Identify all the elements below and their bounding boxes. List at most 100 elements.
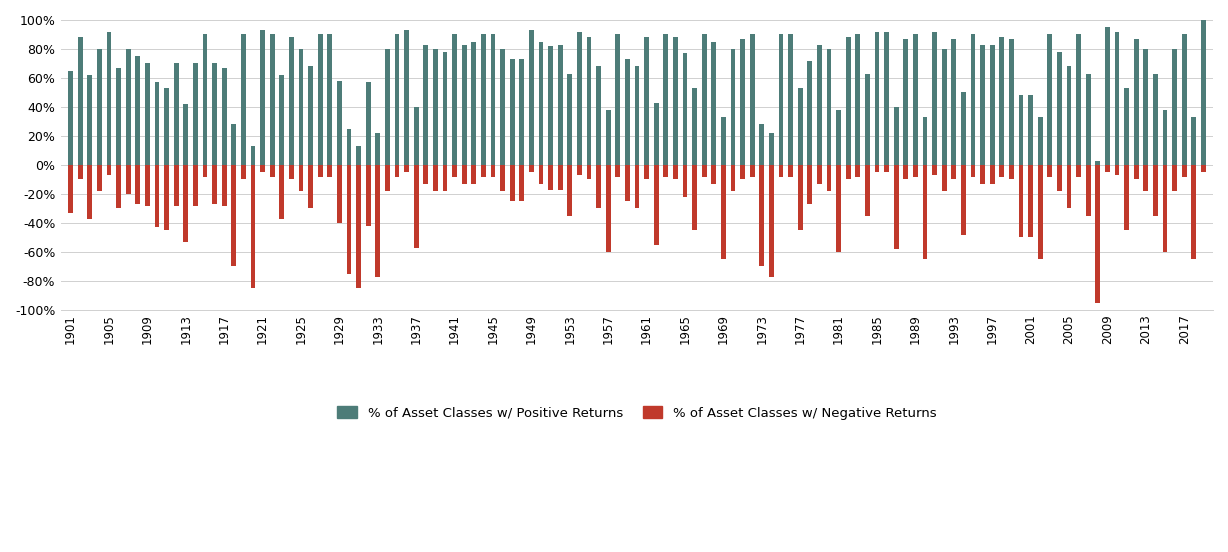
Bar	[673, 38, 678, 165]
Bar	[1067, 66, 1071, 165]
Bar	[241, 165, 246, 179]
Bar	[117, 165, 120, 209]
Bar	[1095, 161, 1100, 165]
Bar	[173, 63, 178, 165]
Bar	[663, 34, 668, 165]
Bar	[135, 56, 140, 165]
Bar	[1201, 165, 1206, 172]
Bar	[759, 124, 764, 165]
Bar	[183, 165, 188, 242]
Bar	[874, 31, 879, 165]
Bar	[394, 165, 399, 177]
Bar	[77, 165, 82, 179]
Bar	[452, 165, 457, 177]
Bar	[548, 165, 553, 189]
Bar	[510, 165, 515, 201]
Bar	[308, 165, 313, 209]
Bar	[759, 165, 764, 267]
Bar	[424, 45, 429, 165]
Bar	[251, 146, 255, 165]
Bar	[1115, 31, 1120, 165]
Bar	[721, 117, 726, 165]
Bar	[462, 45, 467, 165]
Bar	[1076, 34, 1081, 165]
Bar	[865, 73, 869, 165]
Bar	[683, 165, 688, 197]
Bar	[826, 165, 831, 191]
Bar	[452, 34, 457, 165]
Bar	[1173, 49, 1176, 165]
Bar	[308, 66, 313, 165]
Bar	[1095, 165, 1100, 302]
Bar	[472, 42, 476, 165]
Bar	[384, 165, 389, 191]
Bar	[769, 133, 774, 165]
Bar	[1133, 39, 1138, 165]
Bar	[779, 34, 783, 165]
Bar	[615, 34, 620, 165]
Bar	[231, 165, 236, 267]
Bar	[97, 49, 102, 165]
Bar	[635, 165, 640, 209]
Bar	[328, 165, 332, 177]
Bar	[1018, 95, 1023, 165]
Bar	[539, 165, 543, 184]
Bar	[615, 165, 620, 177]
Bar	[1018, 165, 1023, 237]
Bar	[270, 34, 275, 165]
Bar	[318, 34, 323, 165]
Bar	[912, 165, 917, 177]
Bar	[932, 31, 937, 165]
Bar	[731, 49, 736, 165]
Bar	[645, 165, 648, 179]
Bar	[605, 110, 610, 165]
Bar	[1000, 165, 1005, 177]
Bar	[798, 88, 803, 165]
Bar	[1105, 27, 1110, 165]
Bar	[577, 165, 582, 175]
Bar	[404, 30, 409, 165]
Bar	[1086, 73, 1090, 165]
Bar	[1143, 165, 1148, 191]
Bar	[414, 107, 419, 165]
Bar	[298, 49, 303, 165]
Bar	[904, 165, 909, 179]
Bar	[625, 59, 630, 165]
Bar	[1115, 165, 1120, 175]
Bar	[596, 165, 600, 209]
Bar	[231, 124, 236, 165]
Bar	[731, 165, 736, 191]
Bar	[1038, 165, 1043, 259]
Bar	[336, 165, 341, 223]
Bar	[472, 165, 476, 184]
Bar	[500, 165, 505, 191]
Bar	[817, 45, 822, 165]
Bar	[596, 66, 600, 165]
Bar	[894, 107, 899, 165]
Bar	[68, 165, 72, 213]
Bar	[807, 165, 812, 204]
Bar	[1163, 110, 1168, 165]
Bar	[289, 165, 293, 179]
Bar	[683, 54, 688, 165]
Bar	[567, 165, 572, 216]
Bar	[251, 165, 255, 288]
Bar	[942, 49, 947, 165]
Bar	[1191, 165, 1196, 259]
Bar	[481, 165, 486, 177]
Bar	[567, 73, 572, 165]
Bar	[1028, 95, 1033, 165]
Bar	[1124, 165, 1129, 230]
Bar	[145, 165, 150, 205]
Bar	[1153, 73, 1158, 165]
Bar	[653, 165, 658, 245]
Bar	[519, 165, 524, 201]
Bar	[404, 165, 409, 172]
Bar	[673, 165, 678, 179]
Bar	[366, 165, 371, 226]
Bar	[605, 165, 610, 252]
Bar	[165, 88, 169, 165]
Bar	[836, 110, 841, 165]
Bar	[1086, 165, 1090, 216]
Bar	[490, 165, 495, 177]
